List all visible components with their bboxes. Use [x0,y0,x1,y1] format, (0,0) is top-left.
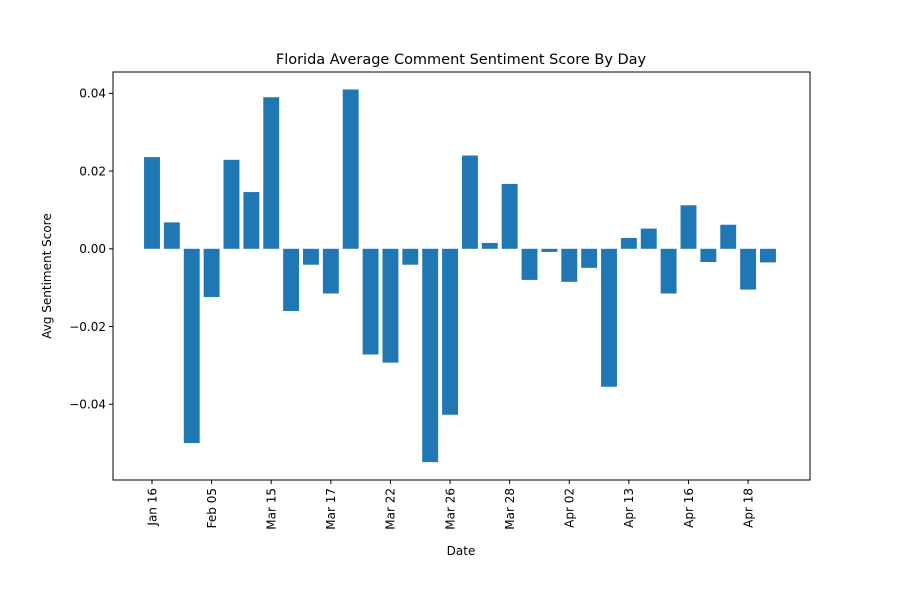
x-tick-label-1: Feb 05 [205,488,219,528]
x-tick-label-4: Mar 22 [384,488,398,530]
bar-1 [163,222,180,249]
y-tick-label-2: 0.00 [79,242,106,256]
x-tick-label-7: Apr 02 [563,488,577,528]
bar-2 [183,248,200,444]
bar-21 [561,248,578,282]
x-tick-label-6: Mar 28 [503,488,517,530]
x-axis-title: Date [447,544,476,558]
bar-22 [581,248,598,268]
bar-14 [422,248,439,463]
bar-26 [660,248,677,294]
bar-24 [620,237,637,249]
bar-0 [144,157,160,249]
x-tick-label-0: Jan 16 [145,488,159,527]
x-tick-label-10: Apr 18 [741,488,755,528]
plot-frame [112,71,811,481]
bar-11 [362,248,379,355]
bar-31 [760,248,776,263]
bar-3 [203,248,220,297]
bar-16 [461,155,478,249]
x-tick-label-5: Mar 26 [443,488,457,530]
y-tick-label-3: −0.02 [69,320,106,334]
y-axis-title: Avg Sentiment Score [40,213,54,339]
bar-18 [501,183,518,249]
y-tick-label-1: 0.02 [79,164,106,178]
bar-29 [720,224,737,249]
x-tick-label-3: Mar 17 [324,488,338,530]
x-tick-label-8: Apr 13 [622,488,636,528]
bar-5 [243,192,260,249]
y-tick-label-0: 0.04 [79,87,106,101]
axes-layer: 0.04 0.02 0.00 −0.02 −0.04 Jan 16 Feb 05 Mar 15… [69,87,755,530]
bar-25 [640,228,657,249]
bar-6 [263,97,280,249]
bar-19 [521,248,538,280]
y-tick-label-4: −0.04 [69,398,106,412]
bar-28 [700,248,717,263]
bar-30 [740,248,757,290]
bar-23 [601,248,617,387]
bar-8 [303,248,319,265]
bar-15 [442,248,458,415]
bar-17 [481,242,498,249]
bar-12 [382,248,399,363]
bar-20 [541,248,558,252]
bar-7 [283,248,300,311]
x-tick-label-2: Mar 15 [265,488,279,530]
chart-title: Florida Average Comment Sentiment Score … [276,52,647,68]
bars-layer [144,89,776,463]
bar-10 [342,89,359,249]
bar-9 [322,248,339,294]
bar-4 [223,159,240,249]
bar-27 [680,205,697,249]
bar-13 [402,248,419,265]
x-tick-label-9: Apr 16 [682,488,696,528]
